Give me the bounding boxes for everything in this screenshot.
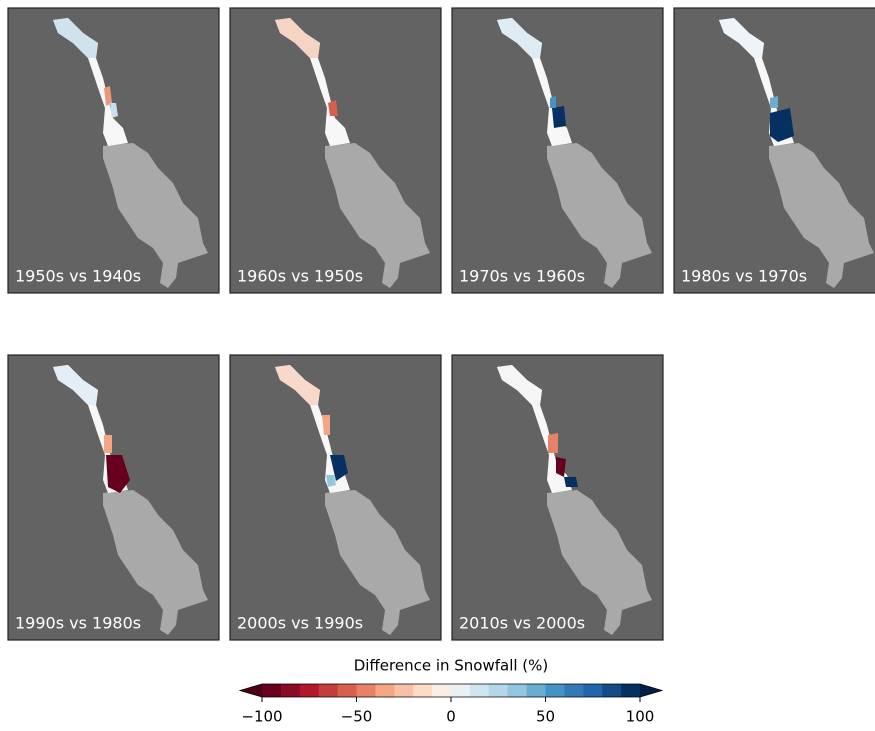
change-patch [556,457,566,477]
colorbar-segment [545,684,565,697]
snow-region-upper [275,365,320,405]
colorbar-segment [356,684,376,697]
change-patch [104,86,112,106]
change-patch [330,455,348,481]
colorbar-segment [564,684,584,697]
basin [547,490,652,635]
snow-region-upper [275,18,320,58]
change-patch [552,106,566,128]
colorbar-label: Difference in Snowfall (%) [354,657,549,675]
map-panel: 1960s vs 1950s [229,7,442,294]
map-panel: 2000s vs 1990s [229,354,442,641]
colorbar-segment [262,684,282,697]
colorbar-segment [432,684,452,697]
change-patch [104,435,112,453]
colorbar-tick-label: −100 [241,708,282,726]
colorbar-segment [413,684,433,697]
change-patch [548,433,558,453]
colorbar-tick-label: 50 [536,708,555,726]
colorbar-segment [394,684,414,697]
snow-region-upper [53,365,98,405]
colorbar-tick-label: 100 [626,708,655,726]
colorbar-segment [583,684,603,697]
colorbar-tick-label: 0 [446,708,456,726]
change-patch [328,100,338,116]
panel-label: 2000s vs 1990s [237,614,363,633]
snow-region-upper [497,365,542,405]
colorbar-segment [488,684,509,697]
colorbar-segment [507,684,528,697]
basin [325,490,430,635]
change-patch [770,108,794,142]
colorbar-segment [526,684,546,697]
change-patch [550,96,556,108]
basin [103,490,208,635]
panel-label: 1990s vs 1980s [15,614,141,633]
change-patch [326,475,336,487]
change-patch [110,103,118,118]
map-panel: 2010s vs 2000s [451,354,664,641]
panel-label: 1960s vs 1950s [237,267,363,286]
panel-label: 1970s vs 1960s [459,267,585,286]
basin [547,143,652,288]
change-patch [106,455,130,493]
snow-region-upper [497,18,542,58]
colorbar-tick-label: −50 [341,708,373,726]
map-panel: 1990s vs 1980s [7,354,220,641]
snow-region [275,365,350,493]
panel-label: 1980s vs 1970s [681,267,807,286]
colorbar-segment [602,684,622,697]
colorbar-segment [375,684,395,697]
colorbar-segment [469,684,490,697]
snow-region-upper [719,18,764,58]
colorbar-extend-low [240,684,262,697]
colorbar-segment [451,684,471,697]
basin [769,143,874,288]
snow-region [497,365,572,493]
colorbar-segment [621,684,641,697]
panel-label: 2010s vs 2000s [459,614,585,633]
change-patch [322,415,330,435]
snow-region [53,18,128,146]
map-panel: 1980s vs 1970s [673,7,875,294]
map-panel: 1950s vs 1940s [7,7,220,294]
colorbar-extend-high [640,684,662,697]
map-panel: 1970s vs 1960s [451,7,664,294]
change-patch [770,96,778,108]
snow-region-upper [53,18,98,58]
colorbar-segment [337,684,357,697]
basin [325,143,430,288]
colorbar-segment [299,684,320,697]
colorbar-segment [280,684,301,697]
panel-label: 1950s vs 1940s [15,267,141,286]
change-patch [564,477,578,487]
colorbar-segment [318,684,339,697]
basin [103,143,208,288]
